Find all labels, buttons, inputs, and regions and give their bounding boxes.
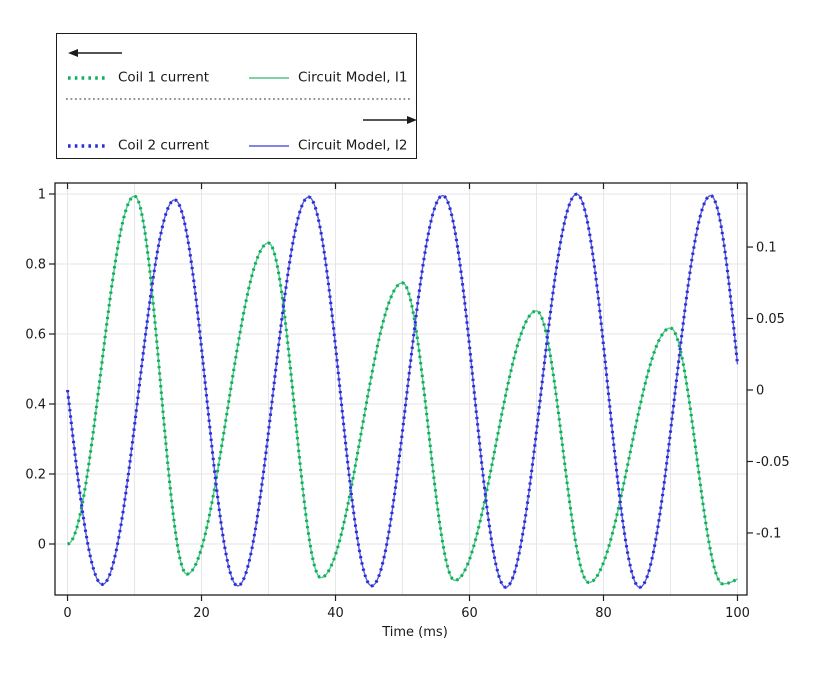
left-tick-label: 0.2 [25, 468, 46, 483]
legend-label-model1: Circuit Model, I1 [298, 69, 408, 86]
series-markers-I2 [65, 192, 740, 589]
right-tick-label: -0.05 [756, 455, 790, 470]
legend: Coil 1 current Circuit Model, I1 Coil 2 … [56, 33, 417, 159]
x-axis-title-text: Time (ms) [381, 625, 448, 640]
left-axis-arrow-icon [68, 49, 122, 57]
legend-divider [66, 98, 410, 100]
x-tick-label: 20 [193, 606, 210, 621]
right-tick-label: 0 [756, 384, 764, 399]
left-tick-label: 0.4 [25, 397, 46, 412]
gridlines [55, 183, 747, 595]
right-axis-arrow-icon [363, 116, 417, 124]
x-tick-label: 80 [595, 606, 612, 621]
left-tick-label: 0 [38, 538, 46, 553]
legend-row-coil1: Coil 1 current Circuit Model, I1 [57, 68, 416, 88]
x-tick-label: 40 [327, 606, 344, 621]
x-tick-label: 60 [461, 606, 478, 621]
legend-label-coil1: Coil 1 current [118, 69, 210, 86]
left-tick-label: 0.8 [25, 257, 46, 272]
series-curves [65, 192, 740, 589]
model2-line-swatch [249, 145, 289, 147]
plot-border [54, 182, 748, 596]
legend-label-model2: Circuit Model, I2 [298, 137, 408, 154]
model1-line-swatch [249, 77, 289, 79]
legend-row-coil2: Coil 2 current Circuit Model, I2 [57, 136, 416, 156]
x-tick-label: 100 [725, 606, 750, 621]
left-tick-label: 1 [38, 187, 46, 202]
axis-tick-labels: 0 20 40 60 80 100 0 0.2 0.4 0.6 0.8 1 -0.1 -0.05 0 0.05… [25, 187, 789, 621]
series-markers-I1 [67, 194, 739, 586]
right-tick-label: 0.05 [756, 312, 785, 327]
left-tick-label: 0.6 [25, 327, 46, 342]
x-axis-title: Time (ms) [381, 625, 448, 640]
x-tick-label: 0 [63, 606, 71, 621]
legend-label-coil2: Coil 2 current [118, 137, 210, 154]
right-tick-label: -0.1 [756, 526, 781, 541]
axis-ticks [49, 183, 753, 601]
right-tick-label: 0.1 [756, 241, 777, 256]
